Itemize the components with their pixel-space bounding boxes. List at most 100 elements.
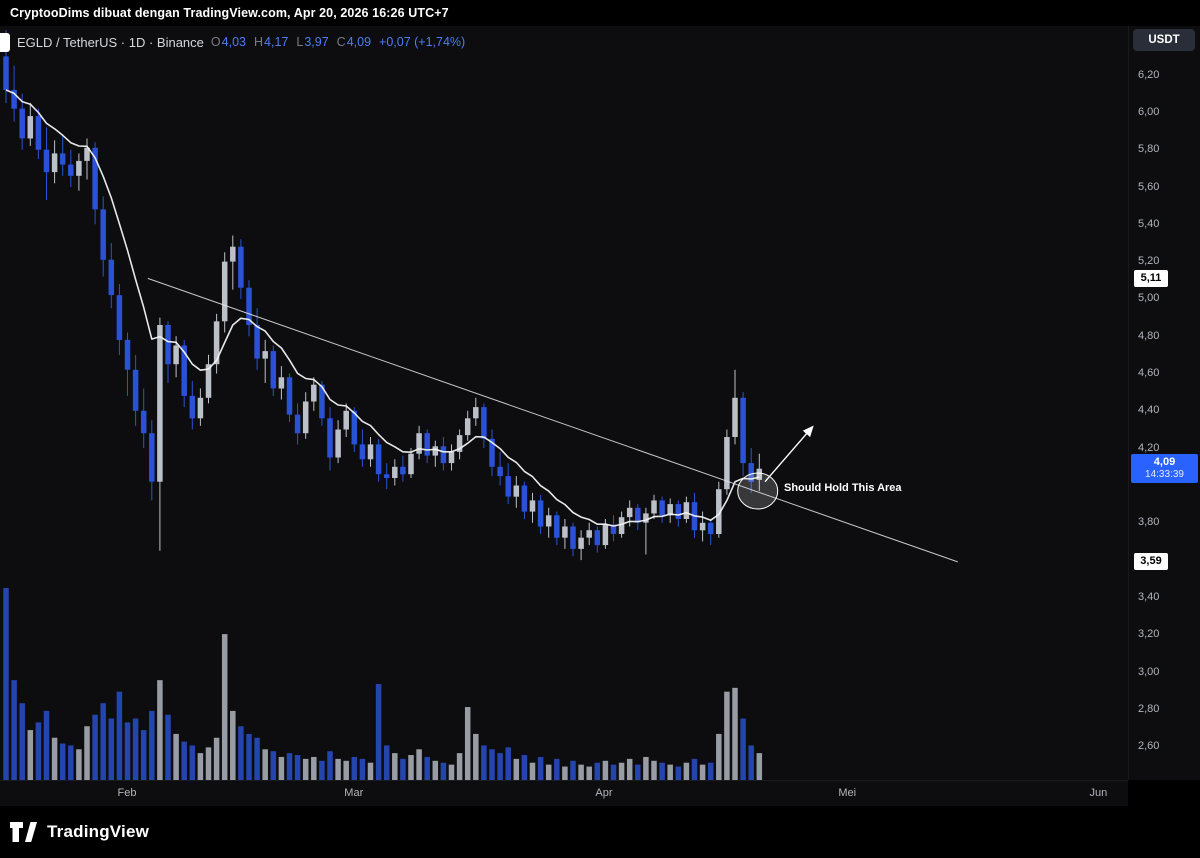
candle-body <box>570 526 576 549</box>
time-axis-label: Jun <box>1089 787 1108 799</box>
volume-bar <box>35 722 42 780</box>
price-tick-label: 3,40 <box>1138 590 1160 603</box>
volume-bar <box>416 749 422 780</box>
volume-bar <box>359 758 366 780</box>
arrow-drawing[interactable] <box>764 425 814 483</box>
candle-body <box>367 444 374 460</box>
candle-body <box>19 108 25 139</box>
volume-bar <box>189 745 196 780</box>
price-tick-label: 3,20 <box>1138 628 1160 641</box>
candle-body <box>351 410 358 445</box>
candle-body <box>27 116 34 139</box>
candle-body <box>594 530 601 546</box>
candle-body <box>270 351 277 389</box>
candle-body <box>3 56 9 90</box>
candle-body <box>76 160 82 176</box>
candle-body <box>221 261 228 322</box>
candle-body <box>440 446 447 464</box>
candle-body <box>165 325 171 365</box>
brand-name[interactable]: TradingView <box>47 822 150 841</box>
time-axis[interactable]: Feb Mar Apr Mei Jun <box>0 780 1128 806</box>
volume-bar <box>246 733 252 780</box>
candle-body <box>375 444 382 475</box>
volume-bar <box>748 745 754 780</box>
price-tick-label: 4,40 <box>1138 404 1160 417</box>
volume-bar <box>497 753 503 780</box>
volume-bar <box>554 758 560 780</box>
volume-bar <box>756 753 763 780</box>
volume-bar <box>213 737 220 780</box>
candle-body <box>602 524 609 546</box>
ohlc-number: 4,03 <box>221 35 246 49</box>
volume-bar <box>602 760 609 780</box>
volume-bar <box>643 756 649 780</box>
volume-bar <box>278 756 285 780</box>
candle-body <box>529 500 536 512</box>
currency-unit-button[interactable]: USDT <box>1133 29 1195 51</box>
ma-line <box>5 89 760 527</box>
attribution-bar: CryptooDims dibuat dengan TradingView.co… <box>0 0 1200 26</box>
candle-body <box>748 463 754 482</box>
volume-bar <box>286 753 293 780</box>
attribution-text: CryptooDims dibuat dengan TradingView.co… <box>10 6 449 20</box>
volume-bar <box>319 760 325 780</box>
volume-bar <box>618 762 625 780</box>
candle-body <box>311 384 317 402</box>
candle-body <box>497 466 503 477</box>
circle-drawing[interactable] <box>737 472 779 510</box>
symbol-title[interactable]: EGLD / TetherUS · 1D · Binance <box>17 34 204 50</box>
volume-bar <box>651 760 657 780</box>
volume-bar <box>327 751 333 780</box>
candle-body <box>626 507 633 518</box>
candle-body <box>35 116 42 150</box>
candle-body <box>262 351 268 359</box>
volume-bar <box>351 756 358 780</box>
chart-pane[interactable]: EGLD / TetherUS · 1D · Binance O 4,03 H 4,… <box>0 26 1200 780</box>
bar-close-countdown: 14:33:39 <box>1145 468 1184 480</box>
volume-bar <box>149 710 155 780</box>
candle-body <box>724 437 730 490</box>
price-tick-label: 3,00 <box>1138 665 1160 678</box>
volume-bar <box>3 588 9 780</box>
volume-bar <box>116 691 123 780</box>
price-tick-label: 4,60 <box>1138 367 1160 379</box>
candle-body <box>11 90 17 109</box>
candle-body <box>68 164 74 176</box>
tradingview-logo-icon[interactable] <box>10 821 38 843</box>
candle-body <box>205 364 212 398</box>
volume-bar <box>675 766 682 780</box>
volume-bar <box>594 762 601 780</box>
volume-bar <box>456 753 463 780</box>
candle-body <box>651 500 657 514</box>
volume-bar <box>76 749 82 780</box>
price-scale[interactable]: USDT 6,20 6,00 5,80 5,60 5,40 5,20 5,00 4,80 4,6… <box>1128 26 1200 780</box>
volume-bar <box>392 753 398 780</box>
candle-body <box>343 410 349 430</box>
volume-bar <box>19 703 25 780</box>
ohlc-number: 3,97 <box>304 35 329 49</box>
price-tick-label: 5,80 <box>1138 143 1160 156</box>
volume-bar <box>375 684 382 780</box>
volume-bar <box>716 733 722 780</box>
ohlc-label: H <box>253 35 264 49</box>
symbol-legend[interactable]: EGLD / TetherUS · 1D · Binance O 4,03 H 4,… <box>0 31 465 53</box>
volume-bar <box>140 730 147 780</box>
volume-bar <box>473 733 479 780</box>
time-axis-label: Apr <box>595 787 613 799</box>
candle-body <box>554 515 560 538</box>
candle-body <box>213 321 220 365</box>
price-tick-label: 5,60 <box>1138 180 1160 193</box>
low-value: L 3,97 <box>296 35 328 49</box>
volume-bar <box>448 764 455 780</box>
candle-body <box>238 246 244 288</box>
trendline-drawing[interactable] <box>147 277 958 563</box>
candle-body <box>513 485 520 497</box>
volume-bar <box>635 764 641 780</box>
volume-bar <box>51 737 58 780</box>
candle-body <box>683 502 690 519</box>
candle-body <box>408 453 414 475</box>
candle-body <box>108 259 115 296</box>
volume-bar <box>262 749 268 780</box>
candle-body <box>456 435 463 452</box>
candlestick-chart[interactable] <box>0 26 1200 780</box>
